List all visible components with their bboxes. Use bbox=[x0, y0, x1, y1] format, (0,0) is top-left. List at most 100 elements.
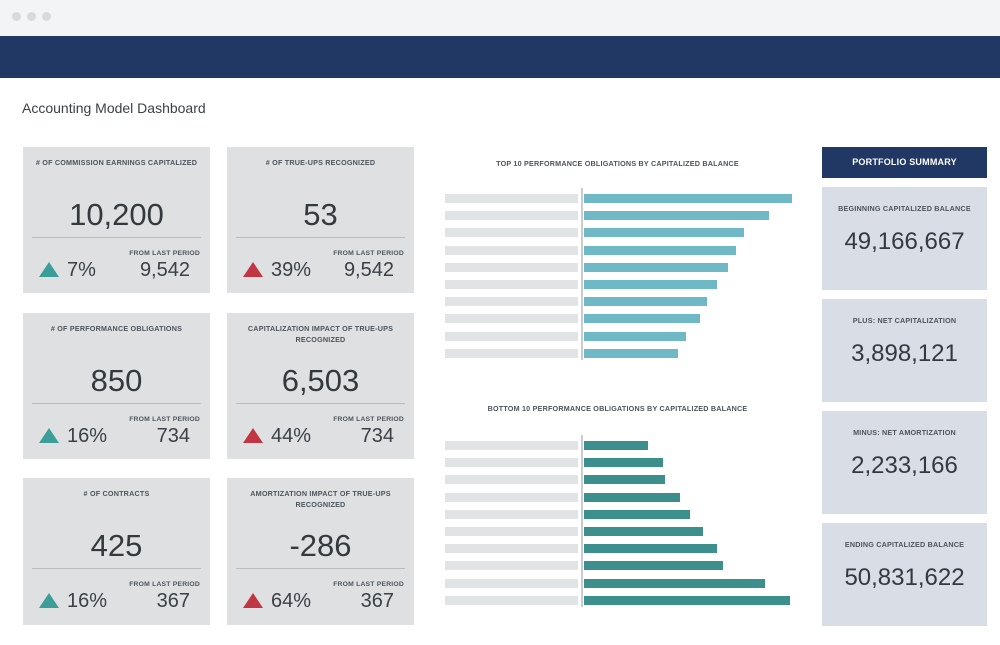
bottom-chart-title: BOTTOM 10 PERFORMANCE OBLIGATIONS BY CAP… bbox=[487, 404, 748, 413]
kpi-label: AMORTIZATION IMPACT OF TRUE-UPS RECOGNIZ… bbox=[250, 489, 391, 509]
kpi-value: 10,200 bbox=[69, 197, 164, 232]
top-chart-bar[interactable] bbox=[584, 280, 718, 289]
kpi-value: 6,503 bbox=[281, 363, 360, 398]
bottom-chart-bar[interactable] bbox=[584, 527, 703, 536]
kpi-value: 425 bbox=[90, 528, 143, 563]
kpi-card-true-ups[interactable]: # OF TRUE-UPS RECOGNIZED 53 39% FROM LAS… bbox=[227, 147, 414, 293]
trend-up-icon bbox=[39, 262, 59, 277]
portfolio-card-beginning-balance[interactable]: BEGINNING CAPITALIZED BALANCE 49,166,667 bbox=[822, 187, 987, 290]
bottom-10-bar-chart bbox=[440, 435, 800, 607]
bottom-chart-bar[interactable] bbox=[584, 441, 649, 450]
portfolio-card-ending-balance[interactable]: ENDING CAPITALIZED BALANCE 50,831,622 bbox=[822, 523, 987, 626]
divider bbox=[32, 568, 201, 569]
top-chart-bar[interactable] bbox=[584, 194, 792, 203]
kpi-change: 16% bbox=[67, 425, 108, 447]
divider bbox=[236, 568, 405, 569]
trend-down-icon bbox=[243, 262, 263, 277]
bottom-chart-category-label bbox=[445, 475, 578, 485]
top-chart-bar[interactable] bbox=[584, 297, 707, 307]
kpi-previous: 367 bbox=[360, 590, 394, 612]
top-chart-category-label bbox=[445, 348, 578, 358]
portfolio-label: BEGINNING CAPITALIZED BALANCE bbox=[838, 204, 971, 213]
page-title: Accounting Model Dashboard bbox=[22, 100, 206, 116]
portfolio-value: 49,166,667 bbox=[844, 228, 965, 255]
portfolio-label: MINUS: NET AMORTIZATION bbox=[853, 428, 956, 437]
chart-axis bbox=[581, 188, 583, 360]
divider bbox=[236, 403, 405, 404]
bottom-chart-bar[interactable] bbox=[584, 595, 790, 605]
kpi-label: # OF CONTRACTS bbox=[83, 489, 150, 498]
kpi-value: -286 bbox=[289, 528, 352, 563]
top-chart-bar[interactable] bbox=[584, 314, 701, 324]
kpi-label: CAPITALIZATION IMPACT OF TRUE-UPS RECOGN… bbox=[247, 324, 394, 344]
kpi-from-label: FROM LAST PERIOD bbox=[129, 416, 200, 423]
trend-down-icon bbox=[243, 428, 263, 443]
portfolio-value: 2,233,166 bbox=[851, 452, 958, 479]
kpi-from-label: FROM LAST PERIOD bbox=[333, 250, 404, 257]
kpi-card-performance-obligations[interactable]: # OF PERFORMANCE OBLIGATIONS 850 16% FRO… bbox=[23, 313, 210, 459]
chart-axis bbox=[581, 435, 583, 607]
kpi-change: 16% bbox=[67, 590, 108, 612]
kpi-previous: 9,542 bbox=[343, 259, 394, 281]
bottom-chart-category-label bbox=[445, 544, 578, 554]
bottom-chart-category-label bbox=[445, 492, 578, 502]
portfolio-card-net-amortization[interactable]: MINUS: NET AMORTIZATION 2,233,166 bbox=[822, 411, 987, 514]
trend-up-icon bbox=[39, 593, 59, 608]
portfolio-label: ENDING CAPITALIZED BALANCE bbox=[844, 540, 965, 549]
divider bbox=[32, 237, 201, 238]
window-titlebar bbox=[0, 0, 1000, 36]
bottom-chart-bar[interactable] bbox=[584, 509, 691, 519]
kpi-previous: 367 bbox=[156, 590, 190, 612]
bottom-chart-bar[interactable] bbox=[584, 544, 718, 554]
portfolio-card-net-capitalization[interactable]: PLUS: NET CAPITALIZATION 3,898,121 bbox=[822, 299, 987, 402]
window-dot-icon bbox=[27, 12, 36, 21]
bottom-chart-category-label bbox=[445, 527, 578, 536]
top-chart-category-label bbox=[445, 331, 578, 341]
bottom-chart-category-label bbox=[445, 561, 578, 571]
kpi-label: # OF COMMISSION EARNINGS CAPITALIZED bbox=[35, 158, 198, 167]
kpi-label: # OF TRUE-UPS RECOGNIZED bbox=[265, 158, 376, 167]
bottom-chart-category-label bbox=[445, 595, 578, 605]
kpi-from-label: FROM LAST PERIOD bbox=[333, 581, 404, 588]
top-chart-bar[interactable] bbox=[584, 348, 678, 358]
kpi-card-capitalization-impact[interactable]: CAPITALIZATION IMPACT OF TRUE-UPS RECOGN… bbox=[227, 313, 414, 459]
top-chart-category-label bbox=[445, 297, 578, 307]
window-dot-icon bbox=[12, 12, 21, 21]
bottom-chart-bar[interactable] bbox=[584, 492, 680, 502]
kpi-from-label: FROM LAST PERIOD bbox=[129, 250, 200, 257]
bottom-chart-category-label bbox=[445, 441, 578, 450]
kpi-change: 7% bbox=[67, 259, 96, 281]
top-chart-bar[interactable] bbox=[584, 262, 728, 272]
kpi-value: 850 bbox=[90, 363, 143, 398]
kpi-change: 44% bbox=[271, 425, 312, 447]
trend-down-icon bbox=[243, 593, 263, 608]
kpi-previous: 9,542 bbox=[139, 259, 190, 281]
top-chart-bar[interactable] bbox=[584, 331, 686, 341]
kpi-card-amortization-impact[interactable]: AMORTIZATION IMPACT OF TRUE-UPS RECOGNIZ… bbox=[227, 478, 414, 625]
top-chart-category-label bbox=[445, 194, 578, 203]
bottom-chart-bar[interactable] bbox=[584, 458, 664, 468]
header-banner bbox=[0, 36, 1000, 78]
top-chart-bar[interactable] bbox=[584, 211, 770, 221]
kpi-previous: 734 bbox=[360, 425, 394, 447]
kpi-value: 53 bbox=[303, 197, 338, 232]
kpi-from-label: FROM LAST PERIOD bbox=[129, 581, 200, 588]
top-chart-bar[interactable] bbox=[584, 228, 745, 238]
kpi-previous: 734 bbox=[156, 425, 190, 447]
bottom-chart-bar[interactable] bbox=[584, 475, 666, 485]
portfolio-value: 3,898,121 bbox=[851, 340, 958, 367]
top-chart-category-label bbox=[445, 280, 578, 289]
top-chart-title: TOP 10 PERFORMANCE OBLIGATIONS BY CAPITA… bbox=[496, 159, 739, 168]
bottom-chart-category-label bbox=[445, 509, 578, 519]
divider bbox=[32, 403, 201, 404]
window-dot-icon bbox=[42, 12, 51, 21]
top-chart-category-label bbox=[445, 262, 578, 272]
kpi-card-commission-earnings[interactable]: # OF COMMISSION EARNINGS CAPITALIZED 10,… bbox=[23, 147, 210, 293]
kpi-change: 39% bbox=[271, 259, 312, 281]
portfolio-label: PLUS: NET CAPITALIZATION bbox=[852, 316, 957, 325]
bottom-chart-bar[interactable] bbox=[584, 561, 724, 571]
kpi-card-contracts[interactable]: # OF CONTRACTS 425 16% FROM LAST PERIOD … bbox=[23, 478, 210, 625]
top-chart-bar[interactable] bbox=[584, 245, 736, 255]
bottom-chart-category-label bbox=[445, 458, 578, 468]
bottom-chart-bar[interactable] bbox=[584, 578, 765, 588]
